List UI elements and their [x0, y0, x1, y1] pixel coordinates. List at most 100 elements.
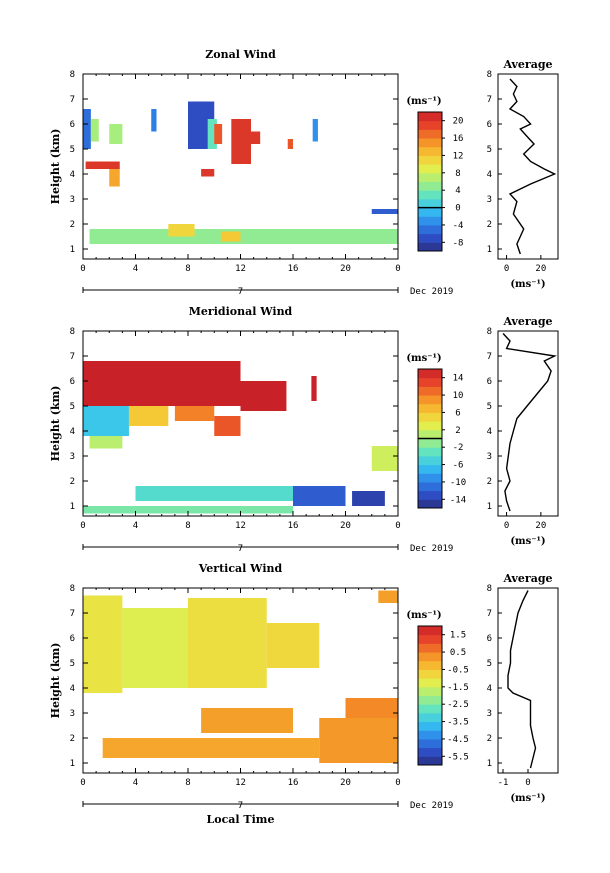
colorbar-segment: [418, 395, 442, 405]
colorbar-segment: [418, 643, 442, 653]
y-tick-label: 1: [70, 502, 75, 512]
x-tick-label: 16: [288, 521, 299, 531]
colorbar-segment: [418, 686, 442, 696]
colorbar-tick-label: -8: [453, 238, 464, 248]
colorbar-tick-label: -2.5: [447, 700, 469, 710]
profile-x-tick-label: -1: [498, 778, 509, 788]
heatmap-cell: [311, 376, 317, 401]
profile-y-tick-label: 8: [487, 584, 492, 594]
profile-line: [508, 78, 557, 255]
heatmap-cell: [109, 169, 120, 187]
colorbar-segment: [418, 164, 442, 174]
profile-y-tick-label: 1: [487, 502, 492, 512]
y-axis-label: Height (km): [49, 643, 62, 719]
x-tick-label: 0: [80, 264, 85, 274]
colorbar-tick-label: 2: [455, 426, 460, 436]
x-tick-label: 0: [395, 521, 400, 531]
heatmap-cell: [83, 506, 293, 514]
colorbar-tick-label: -3.5: [447, 718, 469, 728]
profile-unit: (ms⁻¹): [510, 279, 545, 290]
x-tick-label: 0: [80, 521, 85, 531]
colorbar-segment: [418, 369, 442, 379]
colorbar-segment: [418, 721, 442, 731]
x-tick-label: 8: [185, 264, 190, 274]
colorbar-segment: [418, 438, 442, 448]
colorbar-segment: [418, 216, 442, 226]
colorbar-segment: [418, 660, 442, 670]
heatmap-cell: [201, 708, 293, 733]
y-tick-label: 2: [70, 477, 75, 487]
colorbar-segment: [418, 403, 442, 413]
day-label: 7: [238, 801, 243, 811]
colorbar-segment: [418, 747, 442, 757]
colorbar-segment: [418, 421, 442, 431]
colorbar-segment: [418, 138, 442, 148]
profile-y-tick-label: 8: [487, 70, 492, 80]
profile-y-tick-label: 4: [487, 427, 492, 437]
profile-title: Average: [502, 315, 552, 328]
y-tick-label: 3: [70, 195, 75, 205]
heatmap-cell: [345, 698, 398, 718]
colorbar-segment: [418, 738, 442, 749]
heatmap-cell: [83, 109, 91, 149]
y-tick-label: 8: [70, 70, 75, 80]
colorbar-unit: (ms⁻¹): [406, 610, 441, 621]
profile-y-tick-label: 2: [487, 734, 492, 744]
colorbar-frame: [417, 111, 443, 252]
y-tick-label: 3: [70, 452, 75, 462]
profile-y-tick-label: 1: [487, 245, 492, 255]
x-tick-label: 20: [340, 264, 351, 274]
colorbar-segment: [418, 120, 442, 130]
colorbar-tick-label: 4: [455, 186, 460, 196]
heatmap-cell: [371, 209, 398, 214]
y-tick-label: 8: [70, 584, 75, 594]
colorbar-unit: (ms⁻¹): [406, 96, 441, 107]
profile-y-tick-label: 2: [487, 477, 492, 487]
x-tick-label: 4: [133, 778, 138, 788]
profile-x-tick-label: 20: [535, 264, 546, 274]
heatmap-cell: [151, 109, 157, 132]
profile-y-tick-label: 6: [487, 377, 492, 387]
colorbar-segment: [418, 155, 442, 165]
profile-x-tick-label: 20: [535, 521, 546, 531]
x-tick-label: 16: [288, 264, 299, 274]
colorbar-tick-label: 0: [455, 204, 460, 214]
profile-x-tick-label: 0: [525, 778, 530, 788]
heatmap-cell: [319, 718, 398, 763]
x-tick-label: 12: [235, 778, 246, 788]
heatmap-cell: [109, 124, 123, 144]
chart-title: Vertical Wind: [198, 562, 283, 575]
x-tick-label: 0: [80, 778, 85, 788]
profile-y-tick-label: 4: [487, 684, 492, 694]
x-tick-label: 20: [340, 521, 351, 531]
heatmap-cell: [287, 139, 293, 149]
heatmap-cell: [371, 446, 398, 471]
y-axis-label: Height (km): [49, 129, 62, 205]
heatmap-cell: [251, 131, 261, 144]
profile-y-tick-label: 6: [487, 120, 492, 130]
colorbar-tick-label: 14: [453, 374, 464, 384]
y-tick-label: 3: [70, 709, 75, 719]
profile-y-tick-label: 3: [487, 195, 492, 205]
colorbar-segment: [418, 473, 442, 483]
colorbar-tick-label: -14: [450, 495, 466, 505]
y-tick-label: 6: [70, 120, 75, 130]
colorbar-segment: [418, 412, 442, 422]
heatmap-cell: [128, 406, 169, 426]
profile-frame: [497, 587, 559, 774]
profile-y-tick-label: 8: [487, 327, 492, 337]
colorbar-segment: [418, 669, 442, 679]
heatmap-cell: [188, 598, 267, 688]
colorbar-tick-label: -2: [453, 443, 464, 453]
profile-y-tick-label: 2: [487, 220, 492, 230]
heatmap-cell: [90, 119, 99, 142]
day-label: 7: [238, 544, 243, 554]
profile-unit: (ms⁻¹): [510, 536, 545, 547]
colorbar-tick-label: -4.5: [447, 735, 469, 745]
y-tick-label: 4: [70, 684, 75, 694]
x-tick-label: 20: [340, 778, 351, 788]
colorbar-segment: [418, 652, 442, 662]
colorbar-segment: [418, 455, 442, 466]
